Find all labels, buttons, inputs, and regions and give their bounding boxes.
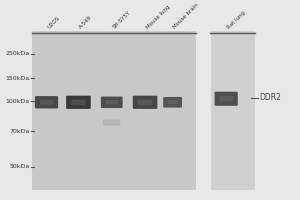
FancyBboxPatch shape	[106, 100, 118, 105]
Text: 150kDa: 150kDa	[6, 76, 30, 81]
FancyBboxPatch shape	[167, 100, 178, 104]
Text: 70kDa: 70kDa	[9, 129, 30, 134]
Text: 250kDa: 250kDa	[5, 51, 30, 56]
Text: 50kDa: 50kDa	[10, 164, 30, 169]
Text: A-549: A-549	[78, 15, 93, 30]
FancyBboxPatch shape	[32, 31, 196, 190]
FancyBboxPatch shape	[133, 96, 158, 109]
FancyBboxPatch shape	[35, 96, 58, 108]
FancyBboxPatch shape	[210, 31, 255, 190]
Text: U2OS: U2OS	[46, 15, 61, 30]
FancyBboxPatch shape	[220, 96, 233, 102]
Text: SH-SY5Y: SH-SY5Y	[112, 10, 132, 30]
FancyBboxPatch shape	[71, 100, 85, 105]
FancyBboxPatch shape	[103, 120, 120, 126]
FancyBboxPatch shape	[66, 96, 91, 109]
Text: Mouse lung: Mouse lung	[145, 4, 171, 30]
FancyBboxPatch shape	[40, 100, 53, 105]
Text: Rat lung: Rat lung	[226, 10, 246, 30]
FancyBboxPatch shape	[214, 92, 238, 106]
Text: 100kDa: 100kDa	[6, 99, 30, 104]
FancyBboxPatch shape	[138, 100, 152, 105]
Text: DDR2: DDR2	[260, 93, 281, 102]
FancyBboxPatch shape	[101, 97, 123, 108]
FancyBboxPatch shape	[196, 27, 211, 192]
Text: Mouse brain: Mouse brain	[172, 2, 200, 30]
FancyBboxPatch shape	[163, 97, 182, 108]
